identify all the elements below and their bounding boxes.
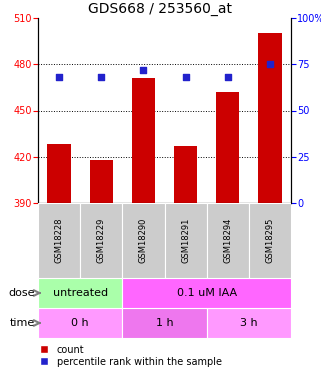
Bar (207, 308, 291, 338)
Point (56, 74, 62, 80)
Bar (90, 160, 113, 203)
Bar (132, 78, 155, 203)
Point (183, 74, 188, 80)
Bar (174, 146, 197, 203)
Text: GSM18290: GSM18290 (139, 218, 148, 263)
Bar (258, 33, 282, 203)
Text: GSM18295: GSM18295 (265, 218, 274, 263)
Bar (38, 278, 122, 308)
Point (141, 67, 146, 73)
Text: dose: dose (8, 288, 35, 298)
Bar (38, 203, 80, 278)
Text: 0 h: 0 h (71, 318, 89, 328)
Bar (122, 308, 207, 338)
Text: time: time (10, 318, 35, 328)
Bar (80, 203, 122, 278)
Text: untreated: untreated (53, 288, 108, 298)
Bar (38, 308, 122, 338)
Bar (207, 203, 249, 278)
Bar (216, 92, 239, 203)
Bar (122, 203, 164, 278)
Bar (249, 203, 291, 278)
Text: 1 h: 1 h (156, 318, 173, 328)
Bar (164, 203, 207, 278)
Point (99, 74, 104, 80)
Text: 3 h: 3 h (240, 318, 258, 328)
Text: 0.1 uM IAA: 0.1 uM IAA (177, 288, 237, 298)
Text: GSM18294: GSM18294 (223, 218, 232, 263)
Text: GSM18229: GSM18229 (97, 218, 106, 263)
Bar (122, 278, 291, 308)
Point (267, 61, 273, 67)
Text: GSM18291: GSM18291 (181, 218, 190, 263)
Legend: count, percentile rank within the sample: count, percentile rank within the sample (30, 341, 226, 371)
Text: GSM18228: GSM18228 (55, 218, 64, 263)
Text: GDS668 / 253560_at: GDS668 / 253560_at (89, 2, 232, 16)
Point (225, 74, 230, 80)
Bar (48, 144, 71, 203)
